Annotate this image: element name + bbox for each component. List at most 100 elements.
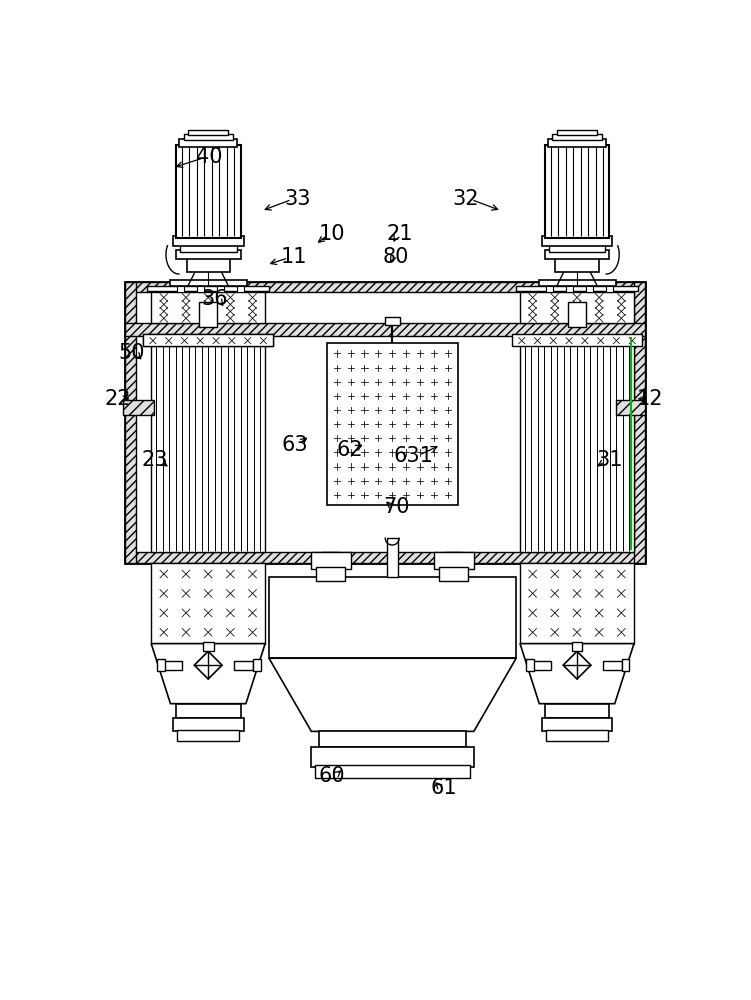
Bar xyxy=(622,659,629,671)
Bar xyxy=(151,292,265,323)
Bar xyxy=(606,286,614,292)
Bar xyxy=(164,661,182,670)
Bar xyxy=(158,659,165,671)
Bar xyxy=(127,283,643,561)
Bar xyxy=(147,286,269,291)
Bar xyxy=(177,286,184,292)
Bar xyxy=(151,563,265,644)
Bar xyxy=(125,282,645,292)
Bar xyxy=(253,659,261,671)
Bar xyxy=(568,302,587,327)
Bar xyxy=(587,286,593,292)
Text: 631: 631 xyxy=(393,446,433,466)
Bar xyxy=(199,302,217,327)
Bar xyxy=(520,563,634,644)
Bar xyxy=(520,336,634,552)
Bar xyxy=(544,250,609,259)
Bar xyxy=(176,145,240,238)
Text: 60: 60 xyxy=(318,766,345,786)
Bar xyxy=(143,334,273,346)
Bar xyxy=(516,286,638,291)
Text: 23: 23 xyxy=(142,450,168,470)
Bar xyxy=(189,130,228,135)
Bar xyxy=(173,718,243,731)
Bar xyxy=(439,567,469,581)
Bar xyxy=(269,577,516,658)
Bar xyxy=(566,286,573,292)
Bar xyxy=(170,280,246,286)
Bar xyxy=(512,334,641,346)
Bar xyxy=(544,145,609,238)
Bar xyxy=(125,323,645,336)
Bar xyxy=(617,400,645,415)
Text: 61: 61 xyxy=(430,778,457,798)
Text: 11: 11 xyxy=(281,247,308,267)
Bar xyxy=(538,280,616,286)
Text: 32: 32 xyxy=(452,189,478,209)
Bar xyxy=(319,731,466,747)
Bar xyxy=(546,286,553,292)
Bar xyxy=(634,282,645,563)
Polygon shape xyxy=(269,658,516,731)
Bar xyxy=(198,286,204,292)
Bar xyxy=(556,258,599,272)
Text: 80: 80 xyxy=(383,247,409,267)
Polygon shape xyxy=(563,651,591,679)
Bar xyxy=(173,236,243,246)
Bar xyxy=(234,661,253,670)
Bar xyxy=(125,282,645,563)
Polygon shape xyxy=(151,644,265,704)
Text: 36: 36 xyxy=(202,289,228,309)
Bar xyxy=(532,661,550,670)
Bar xyxy=(203,642,213,651)
Bar xyxy=(547,139,606,147)
Bar xyxy=(123,400,153,415)
Bar xyxy=(151,336,265,552)
Bar xyxy=(322,552,339,577)
Bar xyxy=(603,661,622,670)
Text: 50: 50 xyxy=(119,343,145,363)
Bar xyxy=(541,236,612,246)
Bar xyxy=(176,250,240,259)
Bar xyxy=(526,659,534,671)
Bar xyxy=(179,139,237,147)
Bar xyxy=(186,258,230,272)
Bar xyxy=(179,244,237,252)
Bar xyxy=(572,642,582,651)
Bar xyxy=(177,730,239,741)
Bar xyxy=(237,286,244,292)
Bar xyxy=(183,134,233,140)
Bar xyxy=(445,552,463,577)
Text: 10: 10 xyxy=(319,224,345,244)
Bar xyxy=(176,704,240,718)
Bar xyxy=(546,730,608,741)
Bar xyxy=(316,567,345,581)
Bar xyxy=(520,292,634,323)
Bar xyxy=(548,244,605,252)
Text: 62: 62 xyxy=(336,440,363,460)
Text: 21: 21 xyxy=(387,224,413,244)
Text: 63: 63 xyxy=(281,435,308,455)
Text: 22: 22 xyxy=(104,389,131,409)
Bar xyxy=(553,134,602,140)
Text: 31: 31 xyxy=(597,450,623,470)
Bar xyxy=(315,765,470,778)
Bar xyxy=(311,552,351,569)
Bar xyxy=(143,334,273,346)
Text: 40: 40 xyxy=(197,147,223,167)
Bar xyxy=(541,718,612,731)
Bar xyxy=(125,552,645,563)
Bar xyxy=(125,282,136,563)
Bar xyxy=(312,747,474,767)
Polygon shape xyxy=(520,644,634,704)
Text: 33: 33 xyxy=(284,189,311,209)
Bar xyxy=(217,286,225,292)
Bar xyxy=(385,317,400,325)
Bar xyxy=(544,704,609,718)
Bar xyxy=(387,538,397,577)
Polygon shape xyxy=(195,651,222,679)
Bar xyxy=(557,130,597,135)
Bar xyxy=(327,343,457,505)
Bar xyxy=(434,552,474,569)
Text: 12: 12 xyxy=(637,389,663,409)
